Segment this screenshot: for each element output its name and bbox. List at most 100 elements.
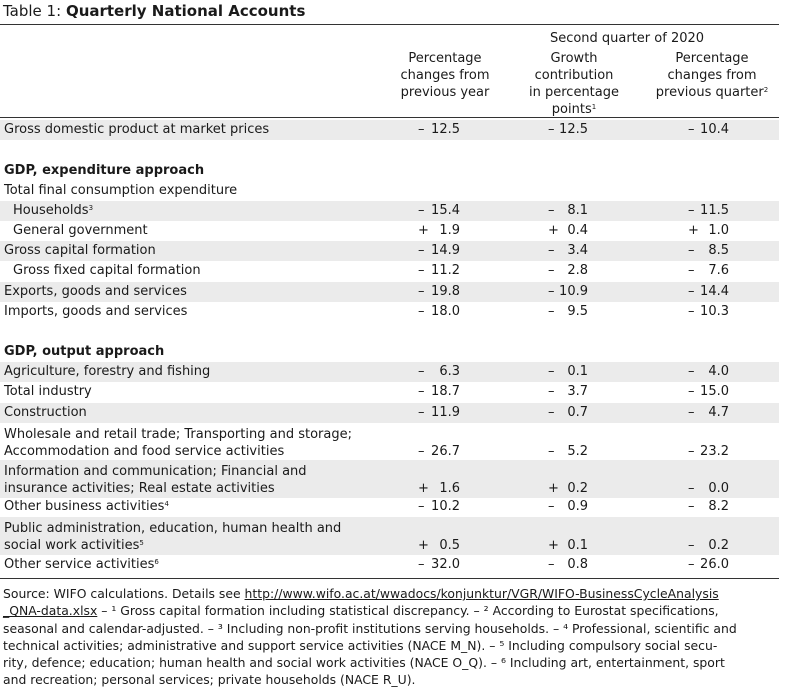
value-sign: – <box>688 203 695 218</box>
value-sign: – <box>548 263 555 278</box>
column-header-3-line: changes from <box>667 68 757 83</box>
value-sign: – <box>688 284 695 299</box>
row-label-text: Imports, goods and services <box>4 304 188 319</box>
value-number: 10.9 <box>559 284 588 299</box>
row-label-text: GDP, output approach <box>4 344 165 359</box>
source-link[interactable]: http://www.wifo.ac.at/wwadocs/konjunktur… <box>244 586 719 601</box>
column-header-2-line: in percentage <box>529 85 619 100</box>
value-cell: –10.9 <box>548 282 588 302</box>
footnote-1-2: – ¹ Gross capital formation including st… <box>97 603 719 619</box>
row-label-line: Accommodation and food service activitie… <box>4 444 285 459</box>
value-number: 18.0 <box>431 304 460 319</box>
row-label: Exports, goods and services <box>4 282 187 302</box>
row-label: Imports, goods and services <box>4 302 187 322</box>
table-row: Gross fixed capital formation –11.2–2.8–7… <box>0 261 779 281</box>
value-number: 0.7 <box>567 405 588 420</box>
value-number: 15.0 <box>700 384 729 399</box>
value-number: 1.9 <box>439 223 460 238</box>
row-label-line: Public administration, education, human … <box>4 521 342 536</box>
value-sign: – <box>548 557 555 572</box>
value-sign: + <box>688 223 699 238</box>
row-label: Gross domestic product at market prices <box>4 120 269 140</box>
table-row: Gross capital formation –14.9–3.4–8.5 <box>0 241 779 261</box>
value-number: 3.4 <box>567 243 588 258</box>
value-number: 8.2 <box>708 499 729 514</box>
value-cell: –10.3 <box>688 302 729 322</box>
value-sign: – <box>548 243 555 258</box>
row-label: Other business activities4 <box>4 497 169 517</box>
value-sign: – <box>418 384 425 399</box>
value-number: 3.7 <box>567 384 588 399</box>
value-cell: –0.0 <box>688 480 729 497</box>
column-header-3: Percentage changes from previous quarter2 <box>652 50 772 101</box>
value-sign: – <box>688 538 695 553</box>
column-header-text: points <box>551 102 592 117</box>
value-number: 0.8 <box>567 557 588 572</box>
value-number: 8.1 <box>567 203 588 218</box>
value-cell: +0.1 <box>548 537 588 554</box>
value-number: 0.1 <box>567 538 588 553</box>
footnote-marker: 4 <box>164 500 169 508</box>
value-sign: + <box>548 481 559 496</box>
table-row: Construction –11.9–0.7–4.7 <box>0 403 779 423</box>
value-number: 12.5 <box>431 122 460 137</box>
value-cell: +1.9 <box>418 221 460 241</box>
value-sign: – <box>418 263 425 278</box>
value-number: 5.2 <box>567 444 588 459</box>
value-sign: – <box>688 122 695 137</box>
value-sign: – <box>688 243 695 258</box>
value-sign: – <box>548 444 555 459</box>
row-label: Gross capital formation <box>4 241 156 261</box>
value-sign: – <box>418 557 425 572</box>
value-number: 2.8 <box>567 263 588 278</box>
value-number: 14.4 <box>700 284 729 299</box>
source-link-end[interactable]: _QNA-data.xlsx <box>3 603 98 619</box>
table-row: Households3–15.4–8.1–11.5 <box>0 201 779 221</box>
value-sign: – <box>688 444 695 459</box>
table-row: Exports, goods and services –19.8–10.9–14… <box>0 282 779 302</box>
footnote-line-3: seasonal and calendar-adjusted. – ³ Incl… <box>3 620 737 636</box>
value-sign: + <box>418 538 429 553</box>
value-cell: –18.7 <box>418 382 460 402</box>
value-sign: – <box>418 405 425 420</box>
value-cell: –15.0 <box>688 382 729 402</box>
value-number: 26.0 <box>700 557 729 572</box>
value-number: 0.4 <box>567 223 588 238</box>
value-number: 9.5 <box>567 304 588 319</box>
row-label-text: Total industry <box>4 384 92 399</box>
value-cell: +1.0 <box>688 221 729 241</box>
value-number: 10.4 <box>700 122 729 137</box>
row-label: Gross fixed capital formation <box>13 261 201 281</box>
value-number: 0.2 <box>567 481 588 496</box>
table-row: Agriculture, forestry and fishing –6.3–0.… <box>0 362 779 382</box>
value-sign: – <box>418 122 425 137</box>
value-cell: –6.3 <box>418 362 460 382</box>
row-label-line: Wholesale and retail trade; Transporting… <box>4 427 352 442</box>
value-sign: – <box>688 499 695 514</box>
row-label-text: Construction <box>4 405 87 420</box>
value-sign: – <box>418 284 425 299</box>
value-cell: –14.4 <box>688 282 729 302</box>
row-label-text: Exports, goods and services <box>4 284 187 299</box>
row-label: Total final consumption expenditure <box>4 181 237 201</box>
bottom-rule <box>0 578 779 579</box>
footnote-marker: 1 <box>591 103 597 111</box>
value-number: 0.9 <box>567 499 588 514</box>
table-row: Gross domestic product at market prices –… <box>0 120 779 140</box>
table-row: Information and communication; Financial… <box>0 460 779 498</box>
value-sign: – <box>548 405 555 420</box>
value-cell: +0.5 <box>418 537 460 554</box>
value-number: 19.8 <box>431 284 460 299</box>
footnote-line-5: rity, defence; education; human health a… <box>3 655 725 671</box>
value-cell: –12.5 <box>418 120 460 140</box>
value-sign: – <box>418 444 425 459</box>
table-row: GDP, expenditure approach <box>0 161 779 181</box>
value-number: 0.0 <box>708 481 729 496</box>
row-label-line: Information and communication; Financial… <box>4 464 307 479</box>
row-label-text: Gross domestic product at market prices <box>4 122 270 137</box>
section-heading: GDP, output approach <box>4 342 164 362</box>
column-header-2-line: points1 <box>515 101 633 118</box>
top-rule <box>0 24 779 25</box>
value-cell: –26.7 <box>418 443 460 460</box>
value-cell: +0.2 <box>548 480 588 497</box>
